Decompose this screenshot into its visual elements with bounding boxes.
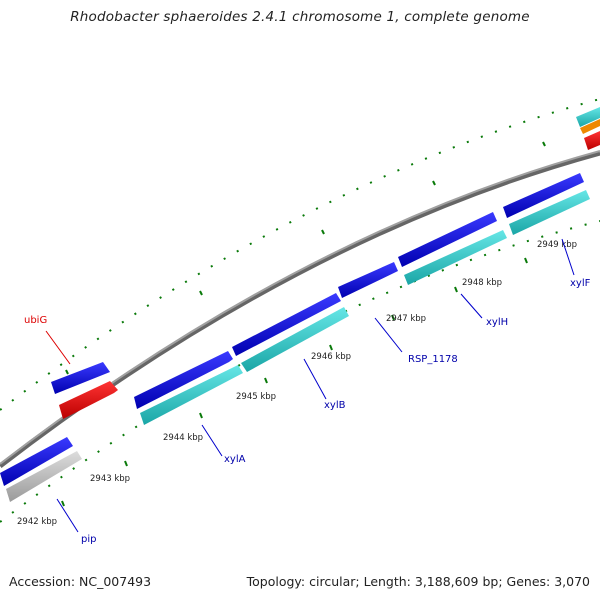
scale-label-2943: 2943 kbp xyxy=(90,474,130,484)
feature-xylH-cds-arrow[interactable] xyxy=(398,212,497,267)
genome-backbone-highlight xyxy=(0,150,600,465)
gene-label-xylF[interactable]: xylF xyxy=(570,278,591,289)
scale-label-2947: 2947 kbp xyxy=(386,314,426,324)
outer-kbp-ticks xyxy=(65,141,546,375)
gene-leader-lines xyxy=(45,238,575,533)
outer-tick-ring xyxy=(0,98,600,411)
feature-ubiG-cds-arrow[interactable] xyxy=(51,362,110,394)
feature-next-red-arrow[interactable] xyxy=(584,131,600,150)
gene-label-pip[interactable]: pip xyxy=(81,534,96,545)
feature-pip-cds-arrow[interactable] xyxy=(0,437,73,486)
feature-xylH-gene-arrow[interactable] xyxy=(404,230,507,285)
accession-text: Accession: NC_007493 xyxy=(9,574,152,589)
scale-label-2942: 2942 kbp xyxy=(17,517,57,527)
feature-xylA-gene-arrow[interactable] xyxy=(140,365,243,425)
feature-xylF-cds-arrow[interactable] xyxy=(503,173,584,218)
gene-label-xylH[interactable]: xylH xyxy=(486,317,508,328)
scale-label-2944: 2944 kbp xyxy=(163,433,203,443)
feature-next-gene-arrow[interactable] xyxy=(576,107,600,127)
feature-RSP_1178-cds-arrow[interactable] xyxy=(338,262,398,298)
scale-label-2948: 2948 kbp xyxy=(462,278,502,288)
feature-xylF-gene-arrow[interactable] xyxy=(509,190,590,235)
feature-xylB-cds-arrow[interactable] xyxy=(232,293,341,356)
gene-label-xylB[interactable]: xylB xyxy=(324,400,346,411)
inner-kbp-ticks xyxy=(61,257,528,507)
genome-backbone xyxy=(0,150,600,468)
gene-label-xylA[interactable]: xylA xyxy=(224,454,246,465)
feature-pip-gene-arrow[interactable] xyxy=(6,451,82,502)
scale-label-2945: 2945 kbp xyxy=(236,392,276,402)
gene-label-ubiG[interactable]: ubiG xyxy=(24,315,47,326)
scale-label-2946: 2946 kbp xyxy=(311,352,351,362)
feature-xylA-cds-arrow[interactable] xyxy=(134,351,233,409)
map-title: Rhodobacter sphaeroides 2.4.1 chromosome… xyxy=(70,9,530,25)
genome-summary-text: Topology: circular; Length: 3,188,609 bp… xyxy=(246,574,590,589)
feature-xylB-gene-arrow[interactable] xyxy=(241,307,349,372)
feature-next-orange-arrow[interactable] xyxy=(580,119,600,134)
scale-label-2949: 2949 kbp xyxy=(537,240,577,250)
gene-label-RSP_1178[interactable]: RSP_1178 xyxy=(408,354,458,365)
feature-ubiG-gene-arrow[interactable] xyxy=(59,381,118,419)
